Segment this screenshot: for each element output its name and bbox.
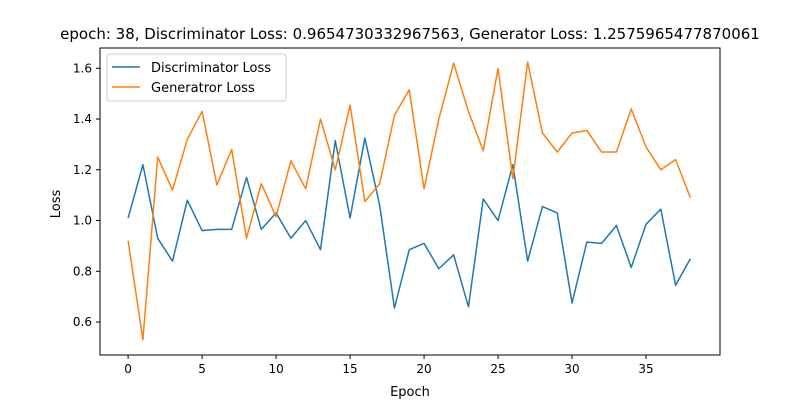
x-tick-label: 30 bbox=[564, 362, 579, 376]
y-tick-label: 0.6 bbox=[73, 315, 92, 329]
y-tick-label: 1.4 bbox=[73, 112, 92, 126]
legend-label-generatror-loss: Generatror Loss bbox=[151, 81, 255, 96]
x-tick-label: 25 bbox=[490, 362, 505, 376]
x-tick-label: 35 bbox=[638, 362, 653, 376]
x-tick-label: 15 bbox=[342, 362, 357, 376]
x-tick-label: 20 bbox=[416, 362, 431, 376]
y-tick-label: 1.0 bbox=[73, 214, 92, 228]
legend-box bbox=[106, 53, 287, 102]
series-lines bbox=[127, 61, 692, 341]
plot-frame bbox=[99, 47, 721, 356]
x-tick-label: 10 bbox=[268, 362, 283, 376]
chart-title: epoch: 38, Discriminator Loss: 0.9654730… bbox=[60, 25, 760, 43]
x-tick-label: 0 bbox=[124, 362, 132, 376]
series-line-generatror-loss bbox=[127, 61, 692, 341]
y-tick-label: 1.2 bbox=[73, 163, 92, 177]
axis-ticks: 0 5 10 15 20 25 30 35 0.6 0.8 1.0 1.2 1.4 1.6 bbox=[73, 61, 654, 376]
series-line-discriminator-loss bbox=[127, 137, 692, 309]
y-axis-label: Loss bbox=[49, 190, 64, 219]
legend: Discriminator Loss Generatror Loss bbox=[106, 53, 287, 102]
x-tick-label: 5 bbox=[198, 362, 206, 376]
y-tick-label: 0.8 bbox=[73, 264, 92, 278]
x-axis-label: Epoch bbox=[390, 385, 430, 400]
legend-label-discriminator-loss: Discriminator Loss bbox=[151, 61, 271, 76]
y-tick-label: 1.6 bbox=[73, 61, 92, 75]
